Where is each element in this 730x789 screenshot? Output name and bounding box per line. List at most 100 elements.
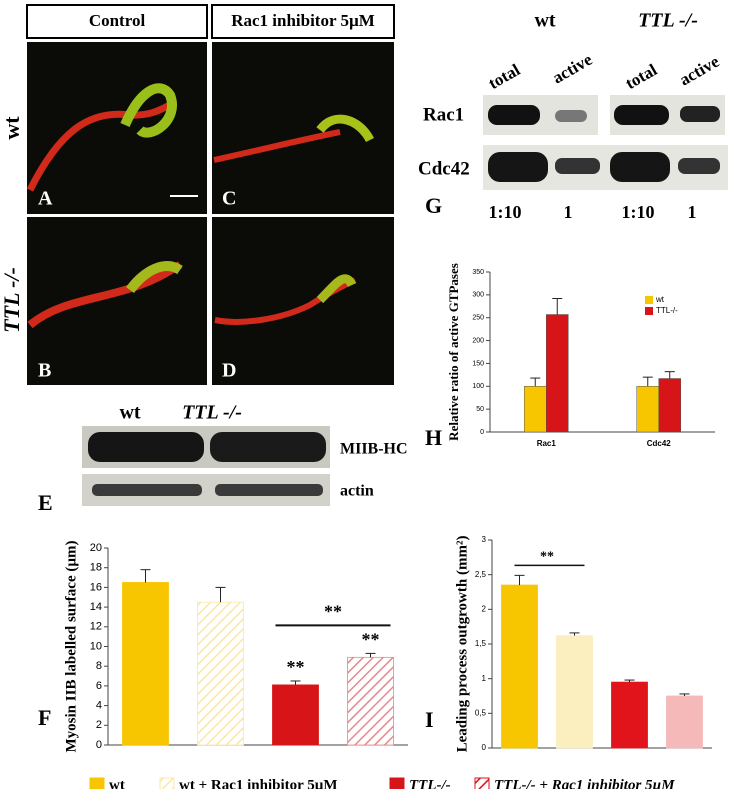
bar (556, 635, 593, 749)
blot-row: actin (340, 483, 374, 500)
y-tick-label: 300 (472, 292, 484, 299)
bar (666, 695, 703, 749)
header-box (211, 4, 395, 39)
panel-letter: G (425, 193, 442, 218)
growth-cone (316, 114, 375, 143)
y-tick-label: 1,5 (475, 639, 487, 648)
y-tick-label: 0,5 (475, 708, 487, 717)
bar (122, 582, 169, 746)
blot-band (92, 484, 202, 496)
growth-cone (316, 274, 357, 304)
blot-band (610, 152, 670, 182)
micrograph (27, 217, 207, 385)
x-tick-label: Cdc42 (647, 439, 672, 448)
y-tick-label: 16 (90, 581, 102, 593)
blot-row: Cdc42 (418, 158, 470, 179)
y-axis-label: Myosin IIB labelled surface (µm) (63, 541, 79, 753)
blot-column: TTL -/- (182, 402, 242, 424)
bar (524, 386, 547, 433)
neurite (214, 277, 357, 325)
blot-band (678, 158, 720, 174)
column-header: Rac1 inhibitor 5µM (231, 11, 375, 30)
legend-swatch (159, 777, 175, 789)
blot-row: MIIB-HC (340, 441, 408, 458)
bar (272, 684, 319, 746)
blot-ratio: 1:10 (622, 202, 655, 222)
blot-lane: total (622, 60, 660, 93)
micrograph (212, 217, 394, 385)
annotation: ** (362, 630, 380, 650)
blot-ratio: 1 (564, 202, 573, 222)
y-axis-label: Relative ratio of active GTPases (446, 263, 461, 441)
y-tick-label: 6 (96, 680, 102, 692)
bar (501, 584, 538, 749)
y-tick-label: 20 (90, 542, 102, 554)
blot-band (210, 432, 326, 462)
legend-label: TTL-/- (656, 306, 678, 315)
blot-band (488, 105, 540, 125)
y-tick-label: 0 (96, 739, 102, 751)
y-tick-label: 50 (476, 406, 484, 413)
legend-swatch (645, 307, 653, 315)
blot-row: Rac1 (423, 104, 464, 125)
neurite (213, 129, 341, 163)
y-tick-label: 250 (472, 315, 484, 322)
blot-group: TTL -/- (638, 10, 698, 32)
y-axis-label: Leading process outgrowth (mm²) (454, 536, 470, 753)
blot-group: wt (534, 10, 555, 32)
y-tick-label: 150 (472, 360, 484, 367)
legend-label: wt (655, 295, 665, 304)
blot-ratio: 1:10 (489, 202, 522, 222)
legend-label: TTL-/- (409, 777, 451, 789)
legend-label: wt + Rac1 inhibitor 5µM (179, 777, 338, 789)
legend-label: TTL-/- + Rac1 inhibitor 5µM (494, 777, 675, 789)
blot-ratio: 1 (688, 202, 697, 222)
row-label: TTL -/- (0, 267, 24, 333)
y-tick-label: 12 (90, 621, 102, 633)
blot-lane: total (485, 60, 523, 93)
panel-letter: I (425, 707, 434, 732)
y-tick-label: 2 (482, 604, 487, 613)
growth-cone (120, 83, 177, 138)
bar (347, 656, 394, 746)
blot-band (88, 432, 204, 462)
y-tick-label: 0 (480, 429, 484, 436)
y-tick-label: 18 (90, 562, 102, 574)
bar (611, 681, 648, 749)
blot-band (680, 106, 720, 122)
legend-label: wt (109, 777, 125, 789)
y-tick-label: 350 (472, 269, 484, 276)
y-tick-label: 100 (472, 383, 484, 390)
x-tick-label: Rac1 (537, 439, 557, 448)
annotation: ** (287, 657, 305, 677)
micrograph-grid: A B C D (26, 42, 394, 385)
legend-swatch (474, 777, 490, 789)
blot-band (555, 158, 600, 174)
legend-swatch (389, 777, 405, 789)
panel-letter: D (222, 360, 236, 382)
blot-column: wt (119, 402, 140, 424)
y-tick-label: 8 (96, 660, 102, 672)
y-tick-label: 10 (90, 640, 102, 652)
bar (636, 386, 659, 433)
bar (658, 378, 681, 433)
panel-letter: A (38, 188, 53, 210)
blot-band (215, 484, 323, 496)
row-label: wt (0, 116, 24, 140)
bar (197, 601, 244, 746)
blot-lane: active (549, 50, 596, 88)
y-tick-label: 0 (482, 743, 487, 752)
y-tick-label: 2,5 (475, 570, 487, 579)
blot-band (555, 110, 587, 122)
growth-cone (126, 261, 183, 294)
panel-letter: H (425, 425, 442, 450)
panel-letter: C (222, 188, 236, 210)
annotation: ** (540, 550, 554, 565)
panel-letter: F (38, 705, 51, 730)
y-tick-label: 2 (96, 719, 102, 731)
bar (546, 314, 569, 433)
blot-band (614, 105, 669, 125)
y-tick-label: 4 (96, 700, 102, 712)
